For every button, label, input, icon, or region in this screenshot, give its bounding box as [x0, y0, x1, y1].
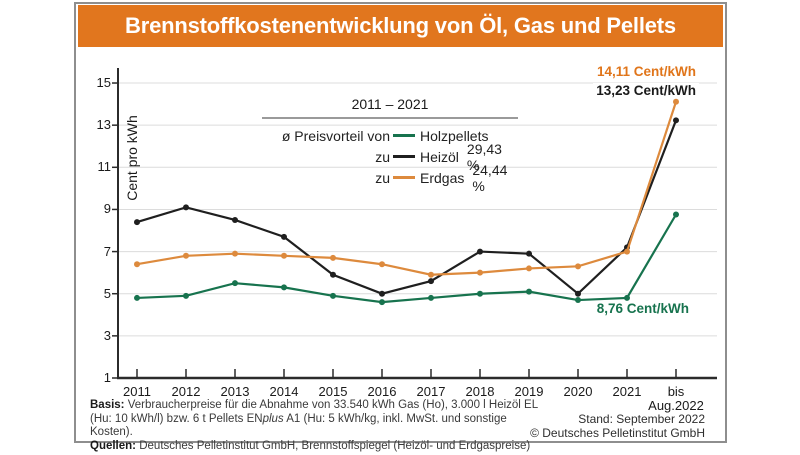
y-axis-label: Cent pro kWh [124, 115, 140, 201]
legend-label: Erdgas [420, 169, 465, 186]
legend-row-pellets: ø Preisvorteil von Holzpellets [262, 125, 518, 146]
chart-legend: 2011 – 2021 ø Preisvorteil von Holzpelle… [262, 96, 518, 194]
oil-endpoint-label: 13,23 Cent/kWh [593, 83, 699, 98]
stand-date: Stand: September 2022 [578, 412, 705, 426]
pellets-endpoint-label: 8,76 Cent/kWh [596, 301, 689, 316]
footnote: Basis: Verbraucherpreise für die Abnahme… [90, 399, 540, 453]
pellets-line-swatch [393, 134, 415, 137]
legend-period: 2011 – 2021 [262, 96, 518, 119]
legend-zu: zu [375, 148, 390, 165]
page-title: Brennstoffkostenentwicklung von Öl, Gas … [125, 13, 676, 38]
gas-endpoint-label: 14,11 Cent/kWh [593, 64, 699, 79]
footnote-line-2: (Hu: 10 kWh/l) bzw. 6 t Pellets ENplus A… [90, 412, 507, 439]
source-stamp: Stand: September 2022 © Deutsches Pellet… [530, 412, 705, 440]
legend-zu: zu [375, 169, 390, 186]
legend-label: Holzpellets [420, 127, 489, 144]
legend-value: 29,43 % [466, 140, 502, 173]
legend-row-oil: zu Heizöl 29,43 % [262, 141, 518, 173]
legend-label: Heizöl [420, 148, 459, 165]
title-bar: Brennstoffkostenentwicklung von Öl, Gas … [78, 5, 723, 47]
footnote-line-1: Basis: Verbraucherpreise für die Abnahme… [90, 399, 539, 411]
legend-value: 24,44 % [472, 161, 508, 194]
gas-line-swatch [393, 176, 415, 179]
copyright: © Deutsches Pelletinstitut GmbH [530, 426, 705, 440]
footnote-line-3: Quellen: Deutsches Pelletinstitut GmbH, … [90, 439, 531, 452]
oil-line-swatch [393, 155, 415, 158]
legend-row-gas: zu Erdgas 24,44 % [262, 162, 518, 194]
legend-prefix: ø Preisvorteil von [281, 127, 390, 144]
